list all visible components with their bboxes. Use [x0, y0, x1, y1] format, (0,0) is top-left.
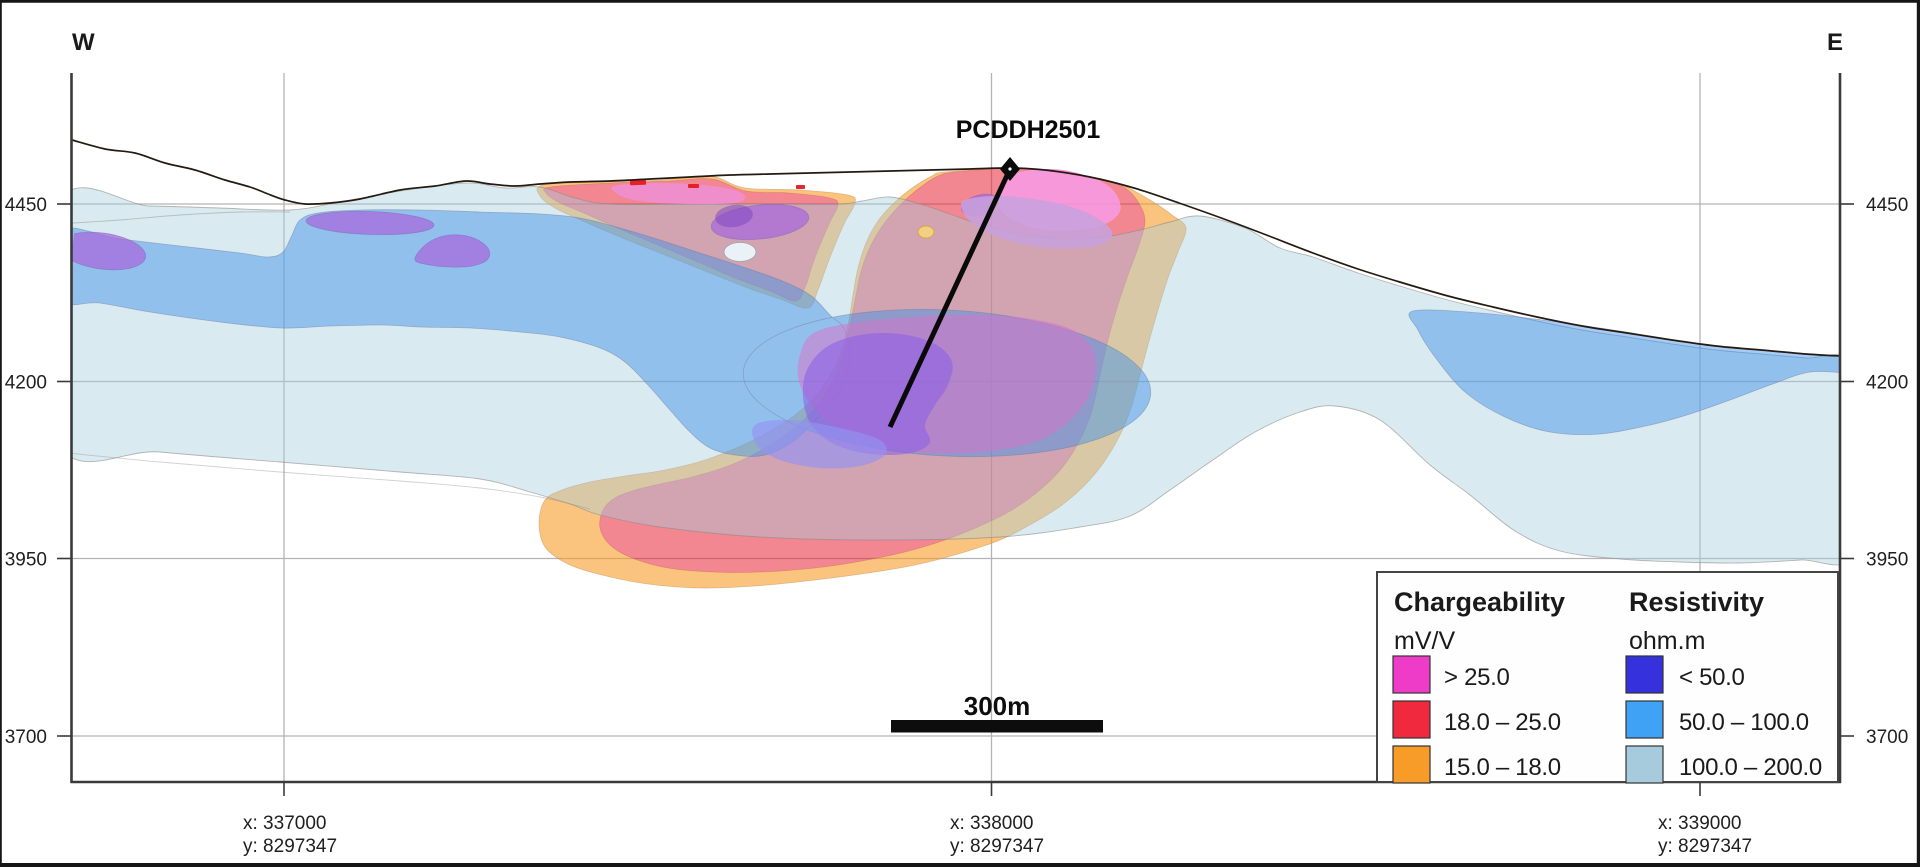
- svg-text:Chargeability: Chargeability: [1394, 587, 1565, 617]
- svg-text:3700: 3700: [5, 727, 47, 748]
- svg-text:100.0 – 200.0: 100.0 – 200.0: [1679, 754, 1822, 781]
- svg-text:4450: 4450: [1866, 195, 1908, 216]
- svg-text:4200: 4200: [5, 373, 47, 394]
- svg-text:ohm.m: ohm.m: [1629, 627, 1705, 655]
- svg-text:E: E: [1827, 29, 1843, 56]
- svg-text:PCDDH2501: PCDDH2501: [956, 116, 1101, 144]
- svg-text:y: 8297347: y: 8297347: [243, 836, 337, 857]
- svg-text:mV/V: mV/V: [1394, 627, 1455, 655]
- svg-text:3700: 3700: [1866, 727, 1908, 748]
- svg-text:W: W: [72, 29, 95, 56]
- svg-text:18.0 – 25.0: 18.0 – 25.0: [1444, 709, 1561, 736]
- svg-text:> 25.0: > 25.0: [1444, 664, 1510, 691]
- svg-text:15.0 – 18.0: 15.0 – 18.0: [1444, 754, 1561, 781]
- svg-text:3950: 3950: [5, 550, 47, 571]
- svg-text:Resistivity: Resistivity: [1629, 587, 1764, 617]
- svg-text:y: 8297347: y: 8297347: [950, 836, 1044, 857]
- svg-text:4450: 4450: [5, 195, 47, 216]
- svg-text:< 50.0: < 50.0: [1679, 664, 1745, 691]
- svg-text:x: 338000: x: 338000: [950, 813, 1033, 834]
- svg-text:50.0 – 100.0: 50.0 – 100.0: [1679, 709, 1809, 736]
- svg-text:300m: 300m: [964, 691, 1031, 721]
- svg-text:x: 337000: x: 337000: [243, 813, 326, 834]
- svg-text:3950: 3950: [1866, 550, 1908, 571]
- svg-text:y: 8297347: y: 8297347: [1658, 836, 1752, 857]
- svg-text:4200: 4200: [1866, 373, 1908, 394]
- svg-text:x: 339000: x: 339000: [1658, 813, 1741, 834]
